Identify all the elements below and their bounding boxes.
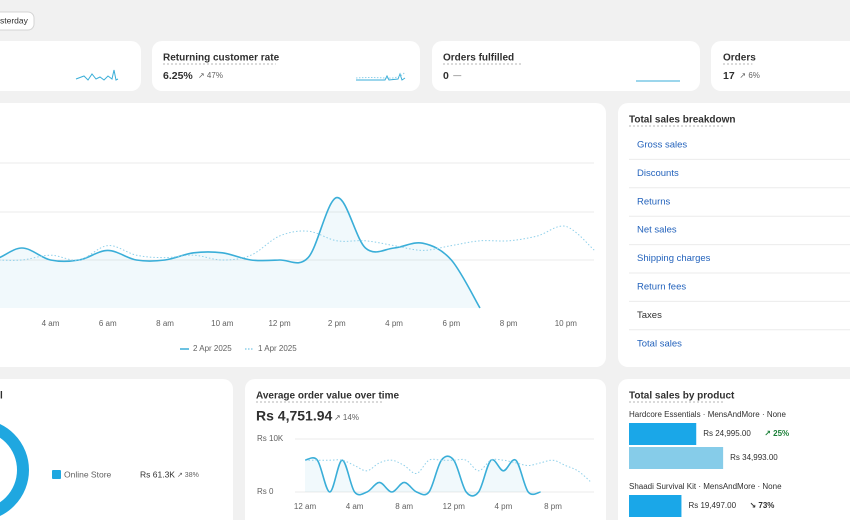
metric-card[interactable] [432, 41, 700, 91]
x-tick-label: 8 am [395, 502, 413, 511]
channel-change: ↗ 38% [177, 472, 199, 479]
breakdown-item[interactable]: Discounts [637, 168, 679, 179]
x-tick-label: 8 am [156, 319, 174, 328]
metric-value: 0 [443, 70, 449, 82]
metric-value: 17 [723, 70, 735, 82]
x-tick-label: 10 am [211, 319, 234, 328]
bar-change: ↘ 73% [749, 501, 774, 510]
y-tick-label: Rs 10K [257, 434, 284, 443]
product-name: Shaadi Survival Kit · MensAndMore · None [629, 482, 782, 491]
legend-label: Online Store [64, 469, 112, 479]
date-button-label[interactable]: sterday [0, 15, 29, 25]
product-name: Hardcore Essentials · MensAndMore · None [629, 410, 787, 419]
breakdown-item[interactable]: Shipping charges [637, 253, 711, 264]
metric-change: — [453, 71, 461, 80]
donut [0, 424, 29, 516]
metric-title: Orders [723, 53, 756, 64]
bar-label: Rs 19,497.00 [688, 501, 736, 510]
breakdown-item[interactable]: Gross sales [637, 140, 687, 151]
aov-change: ↗ 14% [334, 413, 359, 422]
aov-card [245, 379, 606, 520]
breakdown-title: Total sales breakdown [629, 115, 736, 126]
sparkline [75, 69, 119, 81]
metric-title: Returning customer rate [163, 53, 280, 64]
x-tick-label: 4 am [346, 502, 364, 511]
series-line [0, 196, 481, 309]
y-tick-label: Rs 0 [257, 487, 274, 496]
products-title: Total sales by product [629, 391, 735, 402]
breakdown-item[interactable]: Net sales [637, 225, 677, 236]
series-line [304, 455, 541, 497]
x-tick-label: 12 pm [443, 502, 466, 511]
channel-title: l [0, 391, 3, 402]
x-tick-label: 6 am [99, 319, 117, 328]
x-tick-label: 6 pm [442, 319, 460, 328]
breakdown-item[interactable]: Return fees [637, 282, 686, 293]
channel-card [0, 379, 233, 520]
aov-value: Rs 4,751.94 [256, 408, 332, 424]
x-tick-label: 4 pm [385, 319, 403, 328]
date-button[interactable] [0, 11, 35, 31]
channel-value: Rs 61.3K [140, 469, 175, 479]
metric-value: 6.25% [163, 70, 193, 82]
product-bar [629, 423, 697, 445]
legend-label: 1 Apr 2025 [258, 344, 297, 353]
metric-card[interactable] [0, 41, 141, 91]
x-tick-label: 12 am [294, 502, 317, 511]
breakdown-item[interactable]: Returns [637, 196, 671, 207]
x-tick-label: 12 pm [268, 319, 291, 328]
metric-card[interactable] [711, 41, 850, 91]
bar-label: Rs 24,995.00 [703, 429, 751, 438]
metric-change: ↗ 47% [198, 71, 223, 80]
series-line [305, 458, 591, 482]
aov-title: Average order value over time [256, 391, 399, 402]
x-tick-label: 4 am [42, 319, 60, 328]
bar-label: Rs 34,993.00 [730, 453, 778, 462]
product-bar [629, 447, 724, 469]
breakdown-item: Taxes [637, 310, 662, 321]
x-tick-label: 10 pm [555, 319, 578, 328]
sales-chart-card [0, 103, 606, 367]
metric-change: ↗ 6% [739, 71, 760, 80]
series-line [0, 225, 595, 261]
x-tick-label: 2 pm [328, 319, 346, 328]
sparkline [355, 71, 406, 79]
x-tick-label: 4 pm [495, 502, 513, 511]
legend-label: 2 Apr 2025 [193, 344, 232, 353]
bar-change: ↗ 25% [764, 429, 789, 438]
legend-swatch [52, 470, 61, 479]
product-bar [629, 495, 682, 517]
x-tick-label: 8 pm [500, 319, 518, 328]
breakdown-item[interactable]: Total sales [637, 338, 682, 349]
sparkline [356, 72, 406, 81]
metric-title: Orders fulfilled [443, 53, 514, 64]
products-card [618, 379, 850, 520]
area-fill [0, 197, 480, 308]
x-tick-label: 8 pm [544, 502, 562, 511]
metric-card[interactable] [152, 41, 420, 91]
